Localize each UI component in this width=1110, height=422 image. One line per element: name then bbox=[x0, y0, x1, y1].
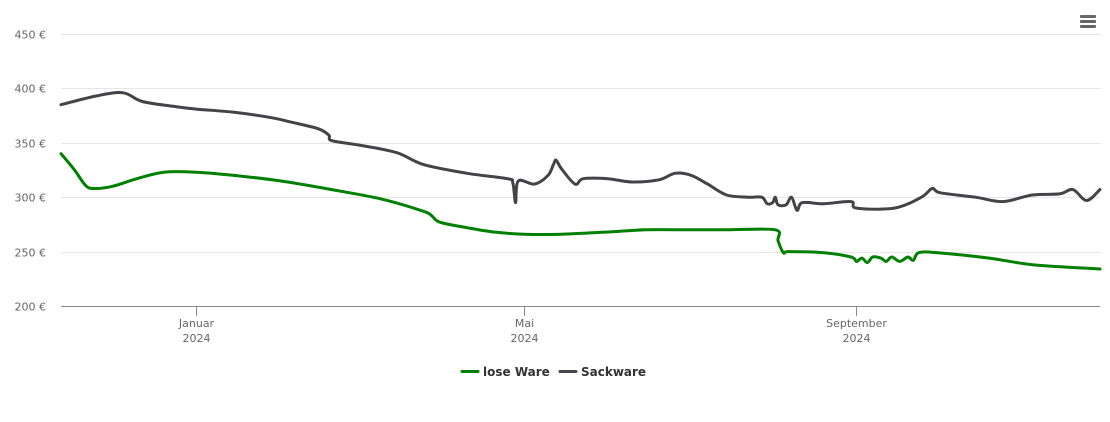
legend-label: lose Ware bbox=[483, 365, 550, 379]
series-line-lose-ware[interactable] bbox=[59, 152, 1102, 271]
x-tick-label-year: 2024 bbox=[843, 332, 871, 345]
y-tick-label: 450 € bbox=[15, 29, 47, 42]
menu-icon[interactable] bbox=[1080, 15, 1096, 28]
y-tick-label: 250 € bbox=[15, 247, 47, 260]
y-tick-label: 350 € bbox=[15, 138, 47, 151]
x-tick-label-month: Januar bbox=[178, 317, 215, 330]
legend-item-lose-ware[interactable]: lose Ware bbox=[460, 365, 550, 379]
x-tick-label-year: 2024 bbox=[511, 332, 539, 345]
y-tick-label: 400 € bbox=[15, 83, 47, 96]
series-line-sackware[interactable] bbox=[59, 91, 1102, 212]
grid-lines bbox=[61, 34, 1100, 253]
y-tick-label: 200 € bbox=[15, 301, 47, 314]
legend-item-sackware[interactable]: Sackware bbox=[558, 365, 646, 379]
legend: lose Ware Sackware bbox=[460, 365, 646, 379]
x-tick-label-month: Mai bbox=[515, 317, 534, 330]
y-tick-label: 300 € bbox=[15, 192, 47, 205]
x-axis-labels: Januar 2024 Mai 2024 September 2024 bbox=[178, 306, 887, 345]
series-lines bbox=[59, 91, 1102, 271]
y-axis-labels: 200 € 250 € 300 € 350 € 400 € 450 € bbox=[15, 29, 47, 314]
x-tick-label-year: 2024 bbox=[183, 332, 211, 345]
x-tick-label-month: September bbox=[826, 317, 887, 330]
legend-label: Sackware bbox=[581, 365, 646, 379]
